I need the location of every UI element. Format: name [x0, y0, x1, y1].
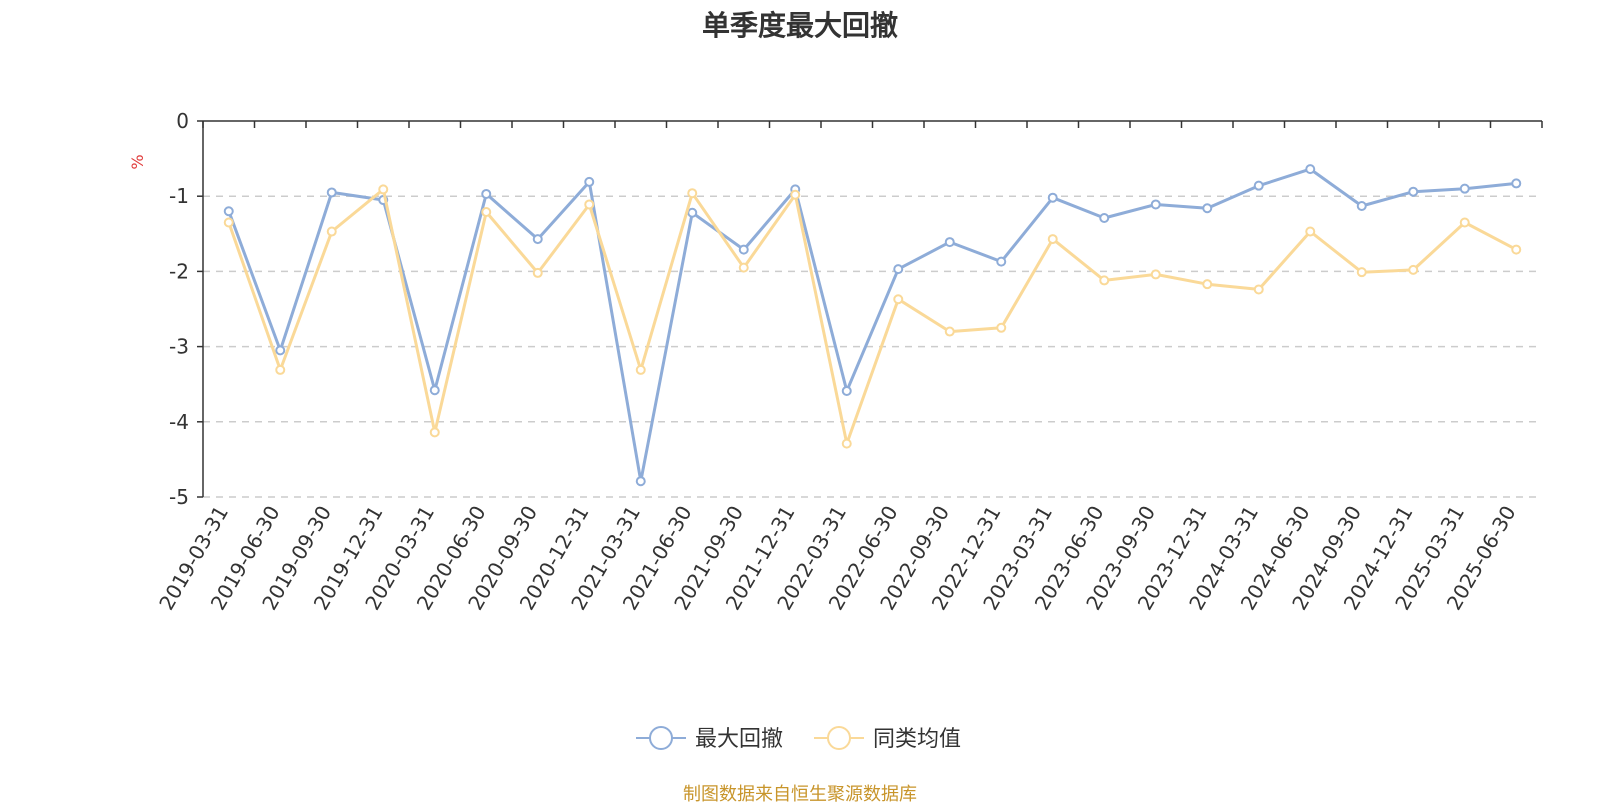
- legend-item-2[interactable]: 同类均值: [814, 726, 961, 752]
- y-tick-label: -3: [169, 335, 189, 359]
- data-point[interactable]: [687, 207, 698, 218]
- data-point[interactable]: [1099, 275, 1110, 286]
- data-point[interactable]: [687, 188, 698, 199]
- legend-marker: [649, 726, 673, 750]
- y-tick-label: -1: [169, 184, 189, 208]
- legend-marker: [827, 726, 851, 750]
- data-point[interactable]: [893, 294, 904, 305]
- data-point[interactable]: [1511, 244, 1522, 255]
- grid-lines: [203, 195, 1542, 498]
- data-point[interactable]: [1511, 178, 1522, 189]
- data-point[interactable]: [1459, 183, 1470, 194]
- data-point[interactable]: [996, 322, 1007, 333]
- data-point[interactable]: [1047, 234, 1058, 245]
- data-source-note: 制图数据来自恒生聚源数据库: [683, 784, 917, 805]
- data-point[interactable]: [841, 438, 852, 449]
- legend-item-1[interactable]: 最大回撤: [636, 726, 783, 752]
- data-point[interactable]: [738, 262, 749, 273]
- series: [223, 164, 1522, 487]
- y-tick-label: -2: [169, 259, 189, 283]
- data-point[interactable]: [532, 267, 543, 278]
- data-point[interactable]: [326, 187, 337, 198]
- data-point[interactable]: [481, 188, 492, 199]
- data-point[interactable]: [532, 234, 543, 245]
- data-point[interactable]: [893, 264, 904, 275]
- data-point[interactable]: [584, 199, 595, 210]
- data-point[interactable]: [223, 217, 234, 228]
- data-point[interactable]: [1305, 164, 1316, 175]
- data-point[interactable]: [1408, 264, 1419, 275]
- data-point[interactable]: [1150, 199, 1161, 210]
- data-point[interactable]: [1356, 267, 1367, 278]
- y-axis-unit: %: [128, 154, 147, 169]
- data-point[interactable]: [1253, 284, 1264, 295]
- data-point[interactable]: [944, 237, 955, 248]
- data-point[interactable]: [1202, 279, 1213, 290]
- data-point[interactable]: [1253, 180, 1264, 191]
- data-point[interactable]: [944, 326, 955, 337]
- data-point[interactable]: [1305, 226, 1316, 237]
- y-tick-label: 0: [176, 109, 189, 133]
- data-point[interactable]: [481, 206, 492, 217]
- data-point[interactable]: [996, 256, 1007, 267]
- data-point[interactable]: [1202, 203, 1213, 214]
- data-point[interactable]: [429, 427, 440, 438]
- data-point[interactable]: [378, 184, 389, 195]
- data-point[interactable]: [326, 226, 337, 237]
- data-point[interactable]: [1408, 186, 1419, 197]
- data-point[interactable]: [1099, 213, 1110, 224]
- chart-title: 单季度最大回撤: [701, 9, 898, 42]
- y-tick-label: -5: [169, 485, 189, 509]
- data-point[interactable]: [223, 206, 234, 217]
- data-point[interactable]: [790, 189, 801, 200]
- data-point[interactable]: [1047, 192, 1058, 203]
- data-point[interactable]: [1150, 269, 1161, 280]
- data-point[interactable]: [429, 385, 440, 396]
- series-2: [223, 184, 1522, 449]
- legend-label: 最大回撤: [695, 727, 783, 752]
- data-point[interactable]: [738, 244, 749, 255]
- data-point[interactable]: [635, 476, 646, 487]
- data-point[interactable]: [1356, 200, 1367, 211]
- data-point[interactable]: [635, 364, 646, 375]
- legend-label: 同类均值: [873, 727, 961, 752]
- data-point[interactable]: [275, 345, 286, 356]
- data-point[interactable]: [1459, 217, 1470, 228]
- series-line: [227, 187, 1517, 446]
- data-point[interactable]: [841, 385, 852, 396]
- y-tick-label: -4: [169, 410, 189, 434]
- legend: 最大回撤 同类均值: [636, 726, 961, 752]
- series-1: [223, 164, 1522, 487]
- data-point[interactable]: [584, 176, 595, 187]
- series-line: [227, 167, 1517, 483]
- data-point[interactable]: [275, 364, 286, 375]
